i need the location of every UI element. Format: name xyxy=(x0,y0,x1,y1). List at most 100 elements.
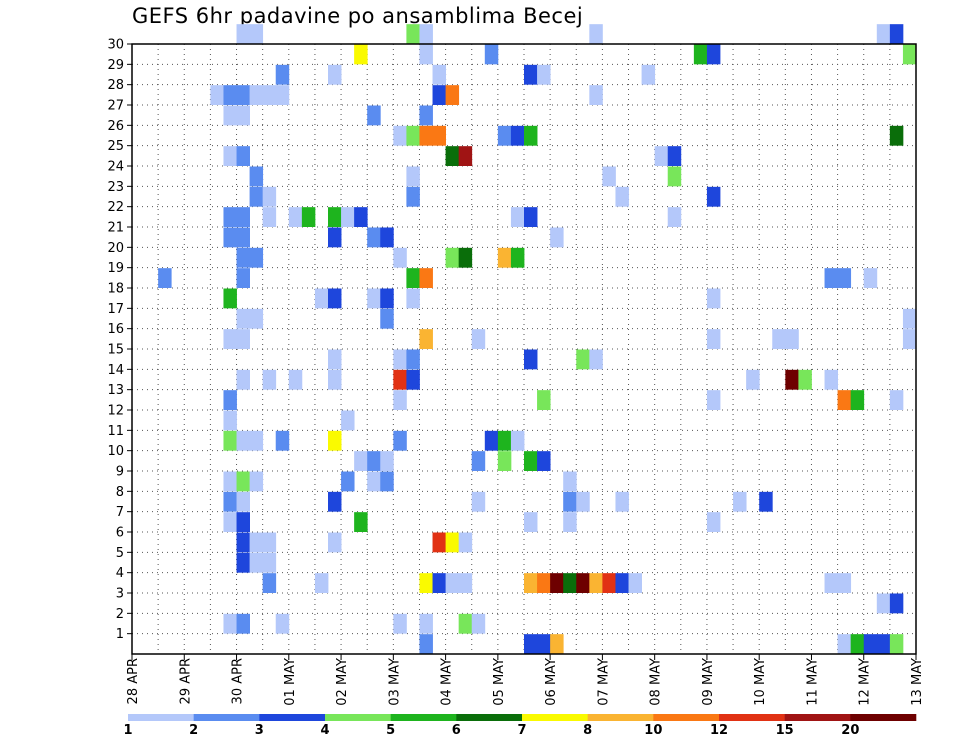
heatmap-cell xyxy=(223,613,237,634)
colorbar-label: 7 xyxy=(517,723,526,738)
heatmap-cell xyxy=(837,573,852,593)
heatmap-cell xyxy=(537,451,551,471)
heatmap-cell xyxy=(249,308,264,329)
heatmap-cell xyxy=(236,491,250,512)
heatmap-cell xyxy=(550,573,564,593)
heatmap-cell xyxy=(458,573,473,593)
heatmap-cell xyxy=(406,369,420,390)
heatmap-cell xyxy=(419,613,433,634)
heatmap-cell xyxy=(576,491,590,512)
heatmap-cell xyxy=(380,471,394,492)
heatmap-cell xyxy=(693,44,708,65)
y-tick-label: 8 xyxy=(116,485,124,500)
heatmap-cell xyxy=(876,593,891,614)
colorbar-label: 1 xyxy=(123,723,132,738)
heatmap-cell xyxy=(824,573,838,593)
x-tick-label: 29 APR xyxy=(178,658,193,704)
heatmap-cell xyxy=(889,390,904,410)
heatmap-cell xyxy=(667,146,682,166)
heatmap-cell xyxy=(393,247,407,268)
heatmap-cell xyxy=(223,410,237,431)
heatmap-cell xyxy=(406,125,420,146)
heatmap-cell xyxy=(458,247,473,268)
heatmap-cell xyxy=(628,573,642,593)
heatmap-cell xyxy=(380,288,394,309)
heatmap-cell xyxy=(445,573,460,593)
heatmap-cell xyxy=(419,329,433,349)
heatmap-cell xyxy=(236,329,250,349)
heatmap-cell xyxy=(249,430,264,451)
colorbar-label: 12 xyxy=(710,723,728,738)
colorbar-segment xyxy=(456,714,523,721)
heatmap-cell xyxy=(589,573,603,593)
heatmap-cell xyxy=(537,573,551,593)
y-tick-label: 30 xyxy=(107,38,124,53)
heatmap-cell xyxy=(236,471,250,492)
y-tick-label: 4 xyxy=(116,566,124,581)
y-tick-label: 17 xyxy=(107,302,124,317)
heatmap-cell xyxy=(249,247,264,268)
heatmap-cell xyxy=(223,207,237,227)
heatmap-cell xyxy=(210,85,224,105)
heatmap-cell xyxy=(380,451,394,471)
heatmap-cell xyxy=(236,85,250,105)
heatmap-cell xyxy=(615,186,629,207)
x-tick-label: 05 MAY xyxy=(492,658,507,706)
heatmap-cell xyxy=(524,451,538,471)
heatmap-cell xyxy=(524,64,538,85)
heatmap-cell xyxy=(393,349,407,370)
heatmap-cell xyxy=(510,207,525,227)
heatmap-cell xyxy=(236,24,250,44)
heatmap-cell xyxy=(458,146,473,166)
colorbar-segment xyxy=(522,714,588,721)
heatmap-cell xyxy=(524,634,538,654)
colorbar-segment xyxy=(587,714,654,721)
y-tick-label: 20 xyxy=(107,241,124,256)
heatmap-cell xyxy=(236,369,250,390)
heatmap-cell xyxy=(902,44,917,65)
colorbar-label: 2 xyxy=(189,723,198,738)
heatmap-cell xyxy=(249,471,264,492)
heatmap-cell xyxy=(354,207,368,227)
y-tick-label: 14 xyxy=(107,363,124,378)
heatmap-cell xyxy=(432,125,446,146)
heatmap-cell xyxy=(354,451,368,471)
colorbar-segment xyxy=(653,714,720,721)
colorbar-segment xyxy=(784,714,851,721)
heatmap-cell xyxy=(837,268,852,288)
heatmap-cell xyxy=(902,329,917,349)
heatmap-cell xyxy=(458,532,473,553)
x-tick-label: 30 APR xyxy=(231,658,246,704)
heatmap-cell xyxy=(889,24,904,44)
heatmap-cell xyxy=(706,288,721,309)
heatmap-cell xyxy=(393,613,407,634)
heatmap-cell xyxy=(537,390,551,410)
heatmap-cell xyxy=(445,146,460,166)
heatmap-cell xyxy=(419,125,433,146)
heatmap-cell xyxy=(876,24,891,44)
heatmap-cell xyxy=(301,207,316,227)
heatmap-cell xyxy=(328,64,342,85)
heatmap-cell xyxy=(497,125,512,146)
y-tick-label: 11 xyxy=(107,424,124,439)
heatmap-cell xyxy=(641,64,656,85)
heatmap-cell xyxy=(328,369,342,390)
heatmap-cell xyxy=(563,491,577,512)
colorbar-label: 20 xyxy=(841,723,859,738)
heatmap-cell xyxy=(471,613,486,634)
heatmap-cell xyxy=(367,227,381,248)
heatmap-cell xyxy=(406,288,420,309)
heatmap-cell xyxy=(262,186,277,207)
y-tick-label: 25 xyxy=(107,139,124,154)
heatmap-cell xyxy=(510,430,525,451)
heatmap-cell xyxy=(262,207,277,227)
x-tick-label: 09 MAY xyxy=(701,658,716,706)
heatmap-cell xyxy=(576,573,590,593)
colorbar-segment xyxy=(719,714,785,721)
heatmap-cell xyxy=(615,573,629,593)
heatmap-cell xyxy=(406,349,420,370)
heatmap-cell xyxy=(236,247,250,268)
heatmap-cell xyxy=(563,471,577,492)
heatmap-cell xyxy=(341,410,355,431)
heatmap-cell xyxy=(876,634,891,654)
